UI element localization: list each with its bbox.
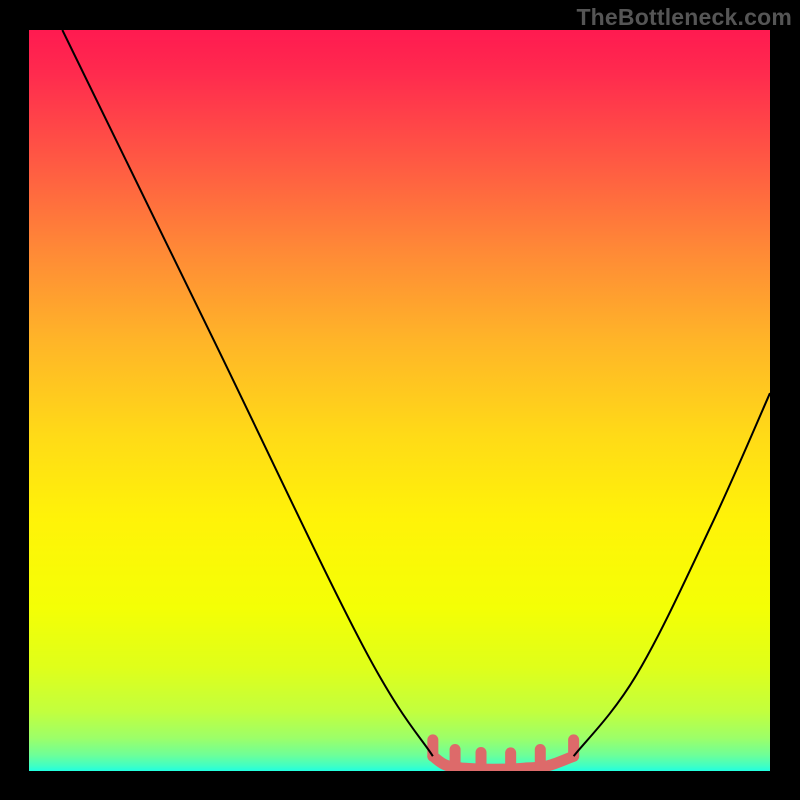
stage: TheBottleneck.com (0, 0, 800, 800)
bottleneck-chart (29, 30, 770, 771)
plot-area (29, 30, 770, 771)
gradient-background (29, 30, 770, 771)
watermark-link[interactable]: TheBottleneck.com (576, 4, 792, 31)
